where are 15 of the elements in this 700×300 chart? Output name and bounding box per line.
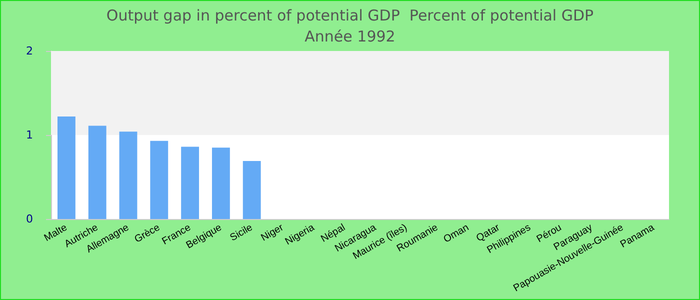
x-tick-label: Sicile <box>228 222 255 244</box>
bar <box>181 146 200 219</box>
x-tick-label: Oman <box>442 222 471 246</box>
chart-title: Output gap in percent of potential GDP Percent of potential GDP <box>106 6 594 24</box>
y-tick-label: 2 <box>26 44 33 58</box>
bar <box>212 148 230 219</box>
bar <box>57 116 76 219</box>
bar <box>242 161 261 219</box>
y-tick-label: 0 <box>26 212 33 226</box>
bar <box>88 126 106 219</box>
y-tick-label: 1 <box>26 128 33 142</box>
bar <box>150 140 168 219</box>
bar <box>119 132 138 219</box>
x-tick-label: Grèce <box>132 222 162 246</box>
chart-subtitle: Année 1992 <box>304 28 396 46</box>
